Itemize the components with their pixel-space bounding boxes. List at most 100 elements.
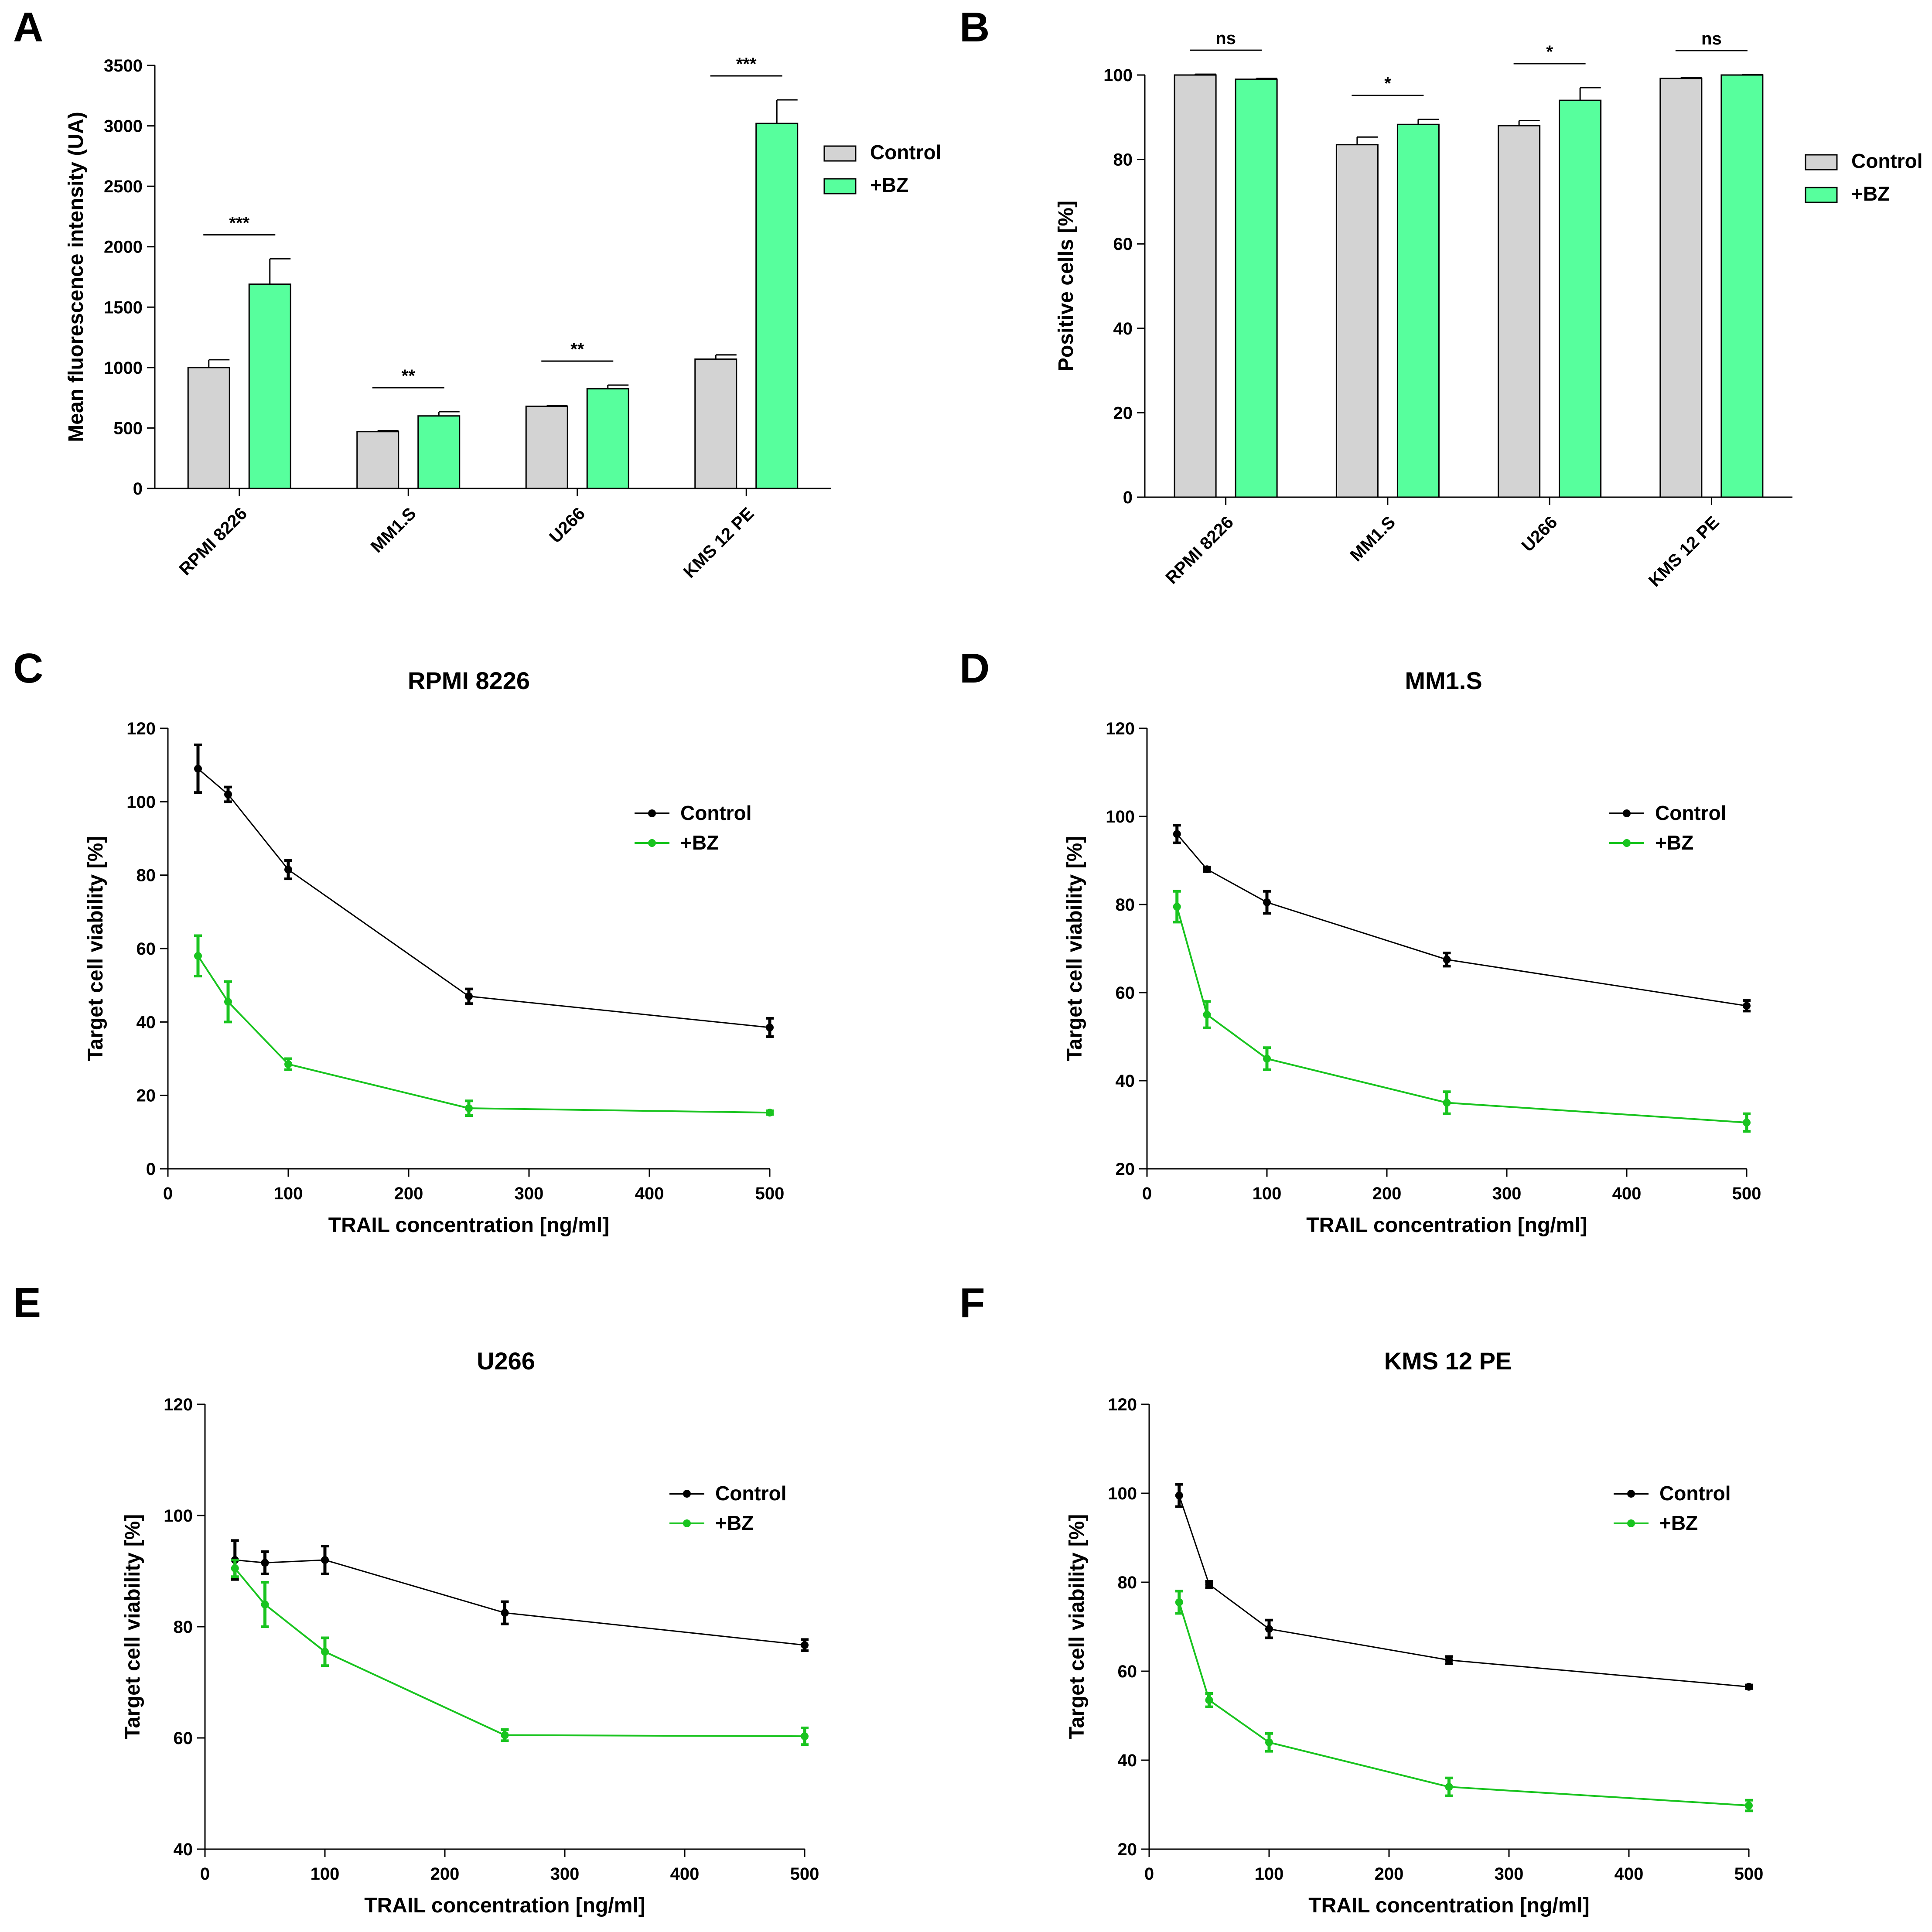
panel-letter: A: [13, 4, 43, 51]
data-point: [465, 1104, 473, 1113]
panel-letter: B: [959, 4, 990, 51]
legend-label: +BZ: [1659, 1512, 1698, 1534]
data-point: [1445, 1656, 1453, 1664]
data-point: [194, 765, 202, 773]
panel-C: C RPMI 8226 0 20 40 60 80 100 120 Target cell via…: [13, 645, 784, 1237]
x-tick-label: 200: [394, 1184, 423, 1203]
y-tick-label: 120: [126, 719, 156, 738]
y-tick-label: 20: [1113, 403, 1133, 423]
x-tick-label: 100: [311, 1864, 340, 1884]
x-tick-label: 400: [635, 1184, 664, 1203]
data-point: [231, 1564, 239, 1573]
bar-bz: [1720, 74, 1764, 498]
x-axis-label: TRAIL concentration [ng/ml]: [364, 1894, 645, 1917]
legend-label: Control: [715, 1482, 787, 1505]
x-tick-label: MM1.S: [1347, 512, 1400, 565]
data-point: [1443, 956, 1451, 964]
legend-label: +BZ: [680, 831, 719, 854]
y-tick-label: 40: [1113, 319, 1133, 338]
chart-title: MM1.S: [1405, 667, 1482, 694]
x-axis-label: TRAIL concentration [ng/ml]: [328, 1214, 609, 1237]
data-point: [1265, 1738, 1273, 1747]
data-point: [321, 1556, 329, 1564]
chart-title: KMS 12 PE: [1384, 1347, 1512, 1375]
y-tick-label: 3500: [104, 56, 143, 75]
bar-control: [187, 367, 230, 489]
y-tick-label: 100: [164, 1506, 193, 1526]
y-tick-label: 20: [1118, 1840, 1137, 1859]
significance-label: ***: [736, 55, 757, 74]
x-tick-label: 0: [1142, 1184, 1152, 1203]
x-tick-label: 400: [1615, 1864, 1644, 1884]
panel-letter: D: [959, 645, 990, 692]
legend-marker: [648, 809, 656, 817]
y-tick-label: 60: [174, 1729, 193, 1748]
x-tick-label: 500: [755, 1184, 785, 1203]
y-tick-label: 1000: [104, 358, 143, 378]
y-tick-label: 500: [113, 419, 143, 438]
y-axis-label: Mean fluorescence intensity (UA): [65, 112, 88, 442]
data-point: [1745, 1802, 1753, 1810]
data-point: [1445, 1783, 1453, 1791]
data-point: [501, 1609, 509, 1617]
legend-label: +BZ: [1655, 831, 1693, 854]
bar-control: [1335, 144, 1379, 498]
legend-swatch: [1805, 187, 1838, 203]
bar-control: [1498, 125, 1541, 498]
legend-label: +BZ: [870, 174, 908, 196]
data-point: [1175, 1598, 1183, 1606]
legend-label: Control: [1851, 150, 1923, 172]
y-axis-label: Target cell viability [%]: [1063, 836, 1086, 1062]
bar-control: [1659, 78, 1703, 498]
y-tick-label: 2500: [104, 177, 143, 196]
data-point: [1443, 1099, 1451, 1107]
data-point: [1745, 1683, 1753, 1691]
legend-marker: [1623, 839, 1631, 847]
y-tick-label: 100: [126, 792, 156, 812]
bar-control: [356, 431, 399, 489]
data-point: [284, 1060, 292, 1068]
legend-label: +BZ: [715, 1512, 754, 1534]
panel-letter: C: [13, 645, 43, 692]
y-tick-label: 20: [1116, 1160, 1135, 1179]
legend-marker: [1627, 1519, 1635, 1527]
x-tick-label: KMS 12 PE: [680, 504, 758, 582]
y-tick-label: 40: [137, 1013, 156, 1032]
data-point: [1175, 1492, 1183, 1500]
legend-swatch: [823, 178, 857, 195]
legend-label: Control: [1655, 802, 1727, 824]
x-tick-label: 200: [430, 1864, 460, 1884]
y-tick-label: 20: [137, 1086, 156, 1106]
bar-bz: [755, 123, 799, 489]
panel-letter: F: [959, 1280, 985, 1326]
y-tick-label: 80: [1113, 150, 1133, 170]
x-tick-label: 500: [1732, 1184, 1761, 1203]
x-tick-label: 100: [1255, 1864, 1284, 1884]
y-tick-label: 100: [1103, 66, 1133, 85]
data-point: [1205, 1696, 1213, 1704]
x-tick-label: 500: [1734, 1864, 1764, 1884]
y-tick-label: 120: [164, 1395, 193, 1414]
y-tick-label: 0: [1123, 488, 1133, 507]
bar-bz: [586, 388, 629, 489]
data-point: [194, 952, 202, 960]
y-tick-label: 60: [1116, 983, 1135, 1003]
data-point: [224, 790, 232, 799]
x-tick-label: 100: [1253, 1184, 1282, 1203]
legend-marker: [1623, 809, 1631, 817]
data-point: [1265, 1625, 1273, 1633]
y-tick-label: 100: [1106, 807, 1135, 826]
series-line-bz: [234, 1567, 805, 1737]
data-point: [801, 1641, 809, 1649]
significance-label: **: [402, 366, 416, 386]
panel-B: B 0 20 40 60 80 100 Positive cells [%] RPMI 8226…: [959, 4, 1923, 591]
x-tick-label: 0: [200, 1864, 210, 1884]
data-point: [501, 1731, 509, 1739]
legend-label: Control: [870, 141, 942, 164]
data-point: [766, 1109, 774, 1117]
significance-label: ns: [1215, 29, 1236, 48]
data-point: [1203, 865, 1211, 874]
y-tick-label: 3000: [104, 117, 143, 136]
y-tick-label: 120: [1108, 1395, 1137, 1414]
x-tick-label: 0: [1144, 1864, 1154, 1884]
